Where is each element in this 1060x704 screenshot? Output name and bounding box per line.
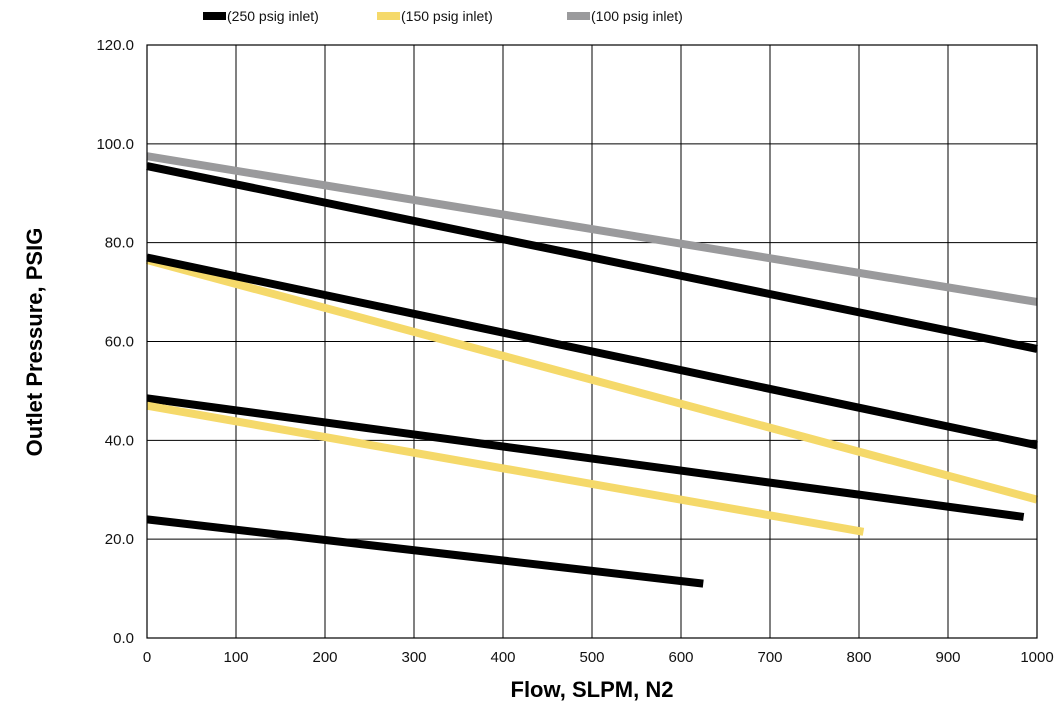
legend-swatch bbox=[567, 12, 590, 20]
x-tick-label: 100 bbox=[223, 649, 248, 666]
x-tick-label: 600 bbox=[668, 649, 693, 666]
series-line-150-psig bbox=[146, 401, 865, 536]
y-tick-label: 40.0 bbox=[105, 432, 134, 449]
legend-label: (100 psig inlet) bbox=[591, 8, 683, 24]
plot-border bbox=[146, 44, 1038, 639]
legend-swatch bbox=[203, 12, 226, 20]
y-tick-label: 80.0 bbox=[105, 235, 134, 252]
y-tick-labels: 0.0 20.0 40.0 60.0 80.0 100.0 120.0 bbox=[96, 37, 134, 647]
series-line-250-psig bbox=[146, 394, 1025, 521]
x-tick-label: 400 bbox=[490, 649, 515, 666]
y-tick-label: 60.0 bbox=[105, 334, 134, 351]
x-tick-label: 500 bbox=[579, 649, 604, 666]
plot-frame bbox=[146, 44, 1038, 639]
y-tick-label: 100.0 bbox=[96, 136, 134, 153]
series-line-150-psig bbox=[145, 256, 1039, 504]
x-axis-title: Flow, SLPM, N2 bbox=[511, 677, 674, 702]
gridlines bbox=[146, 44, 1038, 639]
series-lines bbox=[145, 152, 1039, 588]
y-tick-label: 120.0 bbox=[96, 37, 134, 54]
x-tick-label: 300 bbox=[401, 649, 426, 666]
x-tick-label: 1000 bbox=[1020, 649, 1053, 666]
x-tick-label: 800 bbox=[846, 649, 871, 666]
series-line-250-psig bbox=[146, 162, 1038, 353]
series-line-250-psig bbox=[146, 515, 704, 588]
x-tick-label: 900 bbox=[935, 649, 960, 666]
legend: (250 psig inlet) (150 psig inlet) (100 psi… bbox=[203, 8, 683, 24]
legend-label: (250 psig inlet) bbox=[227, 8, 319, 24]
x-tick-label: 700 bbox=[757, 649, 782, 666]
x-tick-label: 0 bbox=[143, 649, 151, 666]
series-line-100-psig bbox=[146, 152, 1038, 306]
series-line-250-psig bbox=[146, 253, 1038, 450]
y-tick-label: 20.0 bbox=[105, 531, 134, 548]
y-tick-label: 0.0 bbox=[113, 630, 134, 647]
legend-label: (150 psig inlet) bbox=[401, 8, 493, 24]
x-tick-label: 200 bbox=[312, 649, 337, 666]
y-axis-title: Outlet Pressure, PSIG bbox=[22, 228, 47, 457]
x-tick-labels: 0 100 200 300 400 500 600 700 800 900 1000 bbox=[143, 649, 1054, 666]
legend-swatch bbox=[377, 12, 400, 20]
